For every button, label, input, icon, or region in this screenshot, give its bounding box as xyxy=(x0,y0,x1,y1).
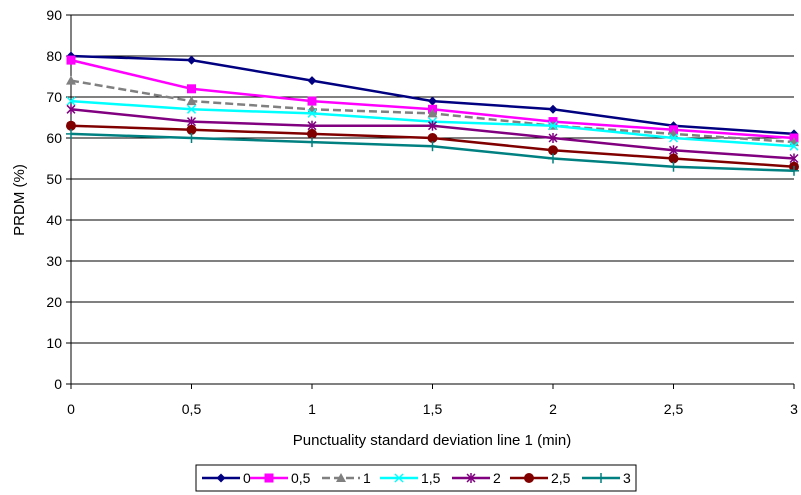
y-tick-label: 90 xyxy=(46,7,62,23)
marker-stroke xyxy=(307,108,317,118)
data-point xyxy=(66,75,76,85)
data-point xyxy=(548,121,558,131)
data-point xyxy=(186,96,197,106)
data-point xyxy=(66,96,76,106)
grid-lines xyxy=(71,14,794,344)
marker-stroke xyxy=(186,104,197,114)
series-group xyxy=(66,51,799,176)
y-tick-label: 30 xyxy=(46,253,62,269)
legend-marker xyxy=(524,473,534,483)
legend-label: 1,5 xyxy=(421,470,441,486)
legend-marker xyxy=(596,473,606,483)
x-tick-label: 2 xyxy=(549,401,557,417)
data-point xyxy=(427,141,438,152)
data-point xyxy=(307,96,317,106)
data-point xyxy=(66,55,76,65)
data-point xyxy=(548,153,558,164)
data-point xyxy=(428,96,437,106)
y-tick-label: 70 xyxy=(46,89,62,105)
x-tick-label: 1,5 xyxy=(423,401,443,417)
legend-marker xyxy=(394,473,404,483)
data-point xyxy=(789,141,799,151)
data-point xyxy=(548,104,558,114)
x-tick-label: 0 xyxy=(67,401,75,417)
data-point xyxy=(307,108,317,118)
legend-label: 3 xyxy=(623,470,631,486)
marker-stroke xyxy=(66,96,76,106)
legend-marker xyxy=(216,473,226,483)
legend-item: 1 xyxy=(322,470,371,486)
marker-stroke xyxy=(789,141,799,151)
data-point xyxy=(668,133,679,143)
marker-stroke xyxy=(668,133,679,143)
series-7 xyxy=(66,128,799,176)
legend-item: 3 xyxy=(582,470,631,486)
data-point xyxy=(789,165,799,176)
legend-label: 0 xyxy=(243,470,251,486)
data-point xyxy=(307,128,317,139)
y-tick-label: 10 xyxy=(46,335,62,351)
legend: 0 0,5 1 1,5 2 2,5 3 xyxy=(195,464,637,492)
data-point xyxy=(548,133,558,143)
data-point xyxy=(186,104,197,114)
y-tick-label: 50 xyxy=(46,171,62,187)
data-point xyxy=(307,76,317,86)
y-tick-label: 0 xyxy=(54,376,62,392)
series-6 xyxy=(66,120,799,172)
data-point xyxy=(427,133,438,143)
legend-marker xyxy=(466,473,476,483)
x-tick-label: 2,5 xyxy=(664,401,684,417)
legend-item: 2 xyxy=(452,470,501,486)
data-point xyxy=(668,161,679,172)
data-point xyxy=(187,55,196,65)
legend-marker xyxy=(336,473,346,482)
data-point xyxy=(307,137,317,148)
data-point xyxy=(668,153,679,164)
data-point xyxy=(66,104,76,115)
legend-label: 1 xyxy=(363,470,371,486)
x-axis-label: Punctuality standard deviation line 1 (m… xyxy=(293,432,571,449)
y-tick-label: 20 xyxy=(46,294,62,310)
series-5 xyxy=(66,104,799,164)
x-tick-labels: 0 0,5 1 1,5 2 2,5 3 xyxy=(67,401,798,417)
legend-label: 2,5 xyxy=(551,470,571,486)
y-axis-label: PRDM (%) xyxy=(11,164,28,236)
y-tick-label: 60 xyxy=(46,130,62,146)
x-tick-label: 0,5 xyxy=(182,401,202,417)
data-point xyxy=(187,84,196,94)
legend-item: 2,5 xyxy=(510,470,571,486)
x-tick-label: 3 xyxy=(790,401,798,417)
data-point xyxy=(66,120,76,131)
axes xyxy=(66,14,795,389)
legend-item: 0,5 xyxy=(250,470,311,486)
legend-item: 0 xyxy=(202,470,251,486)
y-tick-label: 80 xyxy=(46,48,62,64)
legend-item: 1,5 xyxy=(380,470,441,486)
data-point xyxy=(548,145,558,156)
data-point xyxy=(186,124,197,135)
legend-label: 2 xyxy=(493,470,501,486)
data-point xyxy=(66,128,76,139)
marker-stroke xyxy=(394,473,404,483)
data-point xyxy=(427,108,438,118)
legend-label: 0,5 xyxy=(291,470,311,486)
x-tick-label: 1 xyxy=(308,401,316,417)
y-tick-label: 40 xyxy=(46,212,62,228)
legend-marker xyxy=(264,473,274,483)
data-point xyxy=(186,133,197,143)
data-point xyxy=(427,120,438,131)
marker-stroke xyxy=(548,121,558,131)
y-tick-labels: 0 10 20 30 40 50 60 70 80 90 xyxy=(46,7,62,392)
